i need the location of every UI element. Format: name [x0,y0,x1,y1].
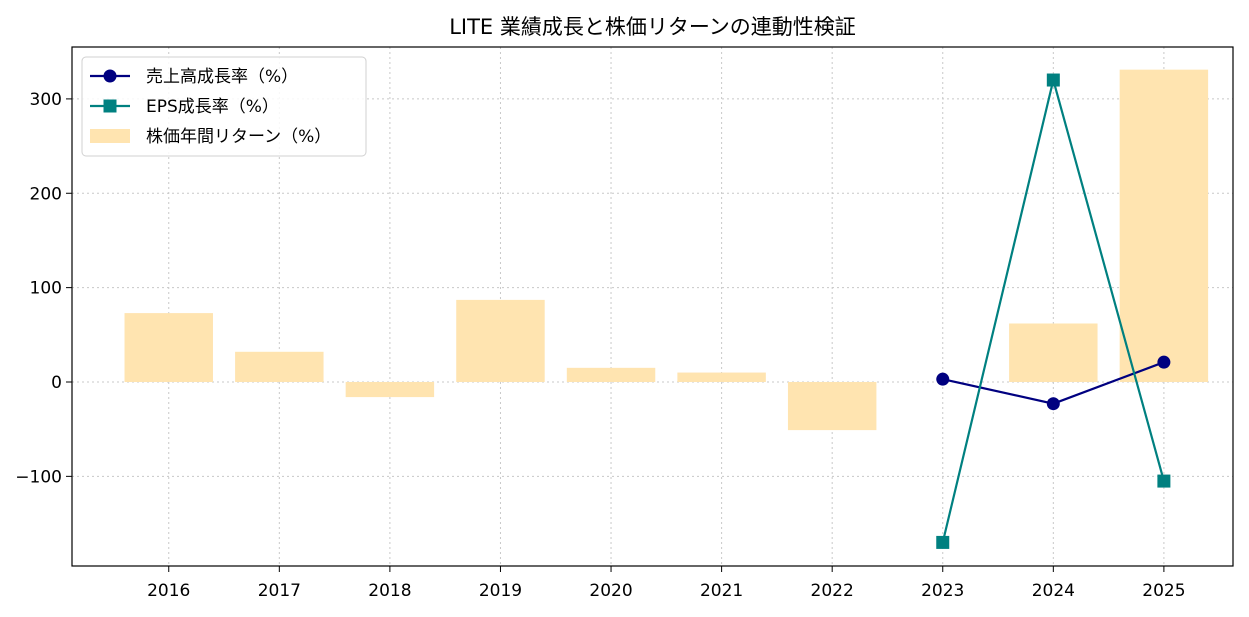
legend-bar-key [90,129,130,143]
chart-title: LITE 業績成長と株価リターンの連動性検証 [449,15,856,39]
data-point [1046,73,1060,87]
data-point [1046,397,1060,411]
y-tick-label: 0 [51,373,62,393]
x-tick-label: 2024 [1032,581,1075,601]
return-bar [345,381,435,398]
return-bar [1009,323,1098,382]
x-tick-label: 2020 [589,581,632,601]
legend-label: 売上高成長率（%） [146,67,298,87]
data-point [1157,355,1171,369]
x-tick-label: 2022 [811,581,854,601]
return-bar [124,313,213,382]
data-point [936,535,950,549]
bar-series [124,69,1209,431]
legend-marker [103,69,117,83]
data-point [1157,474,1171,488]
legend-label: EPS成長率（%） [146,97,279,117]
data-point [936,372,950,386]
legend-label: 株価年間リターン（%） [146,127,331,147]
x-tick-label: 2016 [147,581,190,601]
x-tick-label: 2025 [1142,581,1185,601]
x-tick-label: 2019 [479,581,522,601]
legend-marker [103,99,117,113]
y-tick-label: 300 [30,90,62,110]
return-bar [566,367,656,382]
y-tick-label: 100 [30,279,62,299]
axes: −100 0 100 200 300 2016 2017 2018 2019 2020 2021 20… [15,90,1185,601]
return-bar [677,372,766,382]
plot-frame [71,46,1234,567]
line-series [936,73,1171,549]
y-tick-label: −100 [15,467,62,487]
x-tick-label: 2023 [921,581,964,601]
y-tick-label: 200 [30,184,62,204]
x-tick-label: 2018 [368,581,411,601]
return-bar [235,351,324,382]
legend-box [81,56,367,157]
return-bar [1119,69,1209,382]
x-tick-label: 2021 [700,581,743,601]
return-bar [787,381,877,431]
x-tick-label: 2017 [258,581,301,601]
return-bar [456,299,545,382]
legend: 売上高成長率（%） EPS成長率（%） 株価年間リターン（%） [81,56,367,157]
